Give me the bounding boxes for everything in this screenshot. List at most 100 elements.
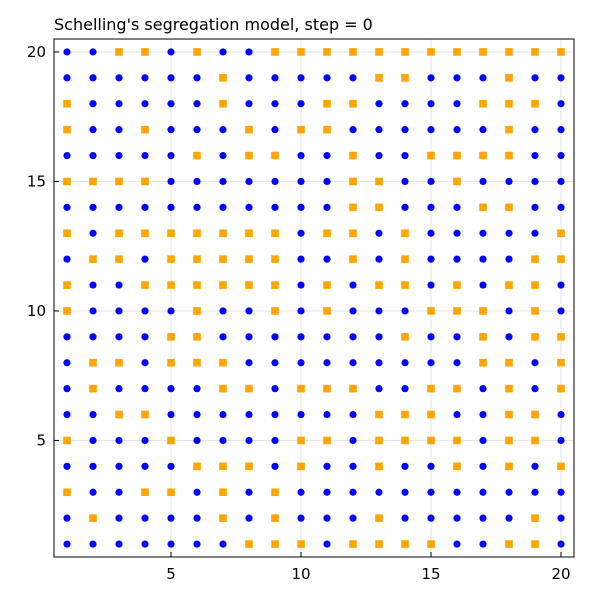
agent-group2-point xyxy=(479,358,487,367)
agent-group2-point xyxy=(219,384,227,393)
agent-group1-point xyxy=(63,514,71,522)
agent-group2-point xyxy=(245,384,253,393)
agent-group1-point xyxy=(63,48,71,56)
agent-group1-point xyxy=(427,255,435,263)
agent-group2-point xyxy=(245,229,253,238)
agent-group2-point xyxy=(89,384,97,393)
agent-group1-point xyxy=(271,126,279,134)
agent-group1-point xyxy=(63,333,71,341)
agent-group2-point xyxy=(167,436,175,445)
agent-group1-point xyxy=(63,385,71,393)
agent-group1-point xyxy=(271,333,279,341)
agent-group2-point xyxy=(297,540,305,548)
agent-group2-point xyxy=(453,384,461,393)
agent-group2-point xyxy=(375,410,383,419)
agent-group1-point xyxy=(453,126,461,134)
agent-group2-point xyxy=(63,488,71,497)
agent-group1-point xyxy=(271,410,279,419)
agent-group1-point xyxy=(115,307,123,315)
agent-group2-point xyxy=(557,384,565,393)
agent-group2-point xyxy=(167,229,175,238)
agent-group2-point xyxy=(271,307,279,315)
agent-group1-point xyxy=(219,203,227,211)
agent-group2-point xyxy=(219,99,227,108)
agent-group1-point xyxy=(141,514,149,522)
agent-group2-point xyxy=(141,229,149,238)
agent-group2-point xyxy=(193,358,201,367)
agent-group2-point xyxy=(531,333,539,341)
agent-group1-point xyxy=(401,359,409,367)
agent-group2-point xyxy=(141,488,149,497)
agent-group1-point xyxy=(193,540,201,548)
agent-group2-point xyxy=(427,436,435,445)
agent-group1-point xyxy=(349,333,357,341)
agent-group2-point xyxy=(271,488,279,497)
agent-group1-point xyxy=(531,74,539,82)
agent-group2-point xyxy=(245,281,253,289)
agent-group2-point xyxy=(531,436,539,445)
agent-group1-point xyxy=(141,307,149,315)
agent-group1-point xyxy=(89,333,97,341)
agent-group1-point xyxy=(245,177,253,186)
agent-group2-point xyxy=(271,229,279,238)
agent-group1-point xyxy=(427,462,435,470)
agent-group2-point xyxy=(167,488,175,497)
agent-group2-point xyxy=(557,333,565,341)
agent-group2-point xyxy=(245,125,253,134)
agent-group2-point xyxy=(89,255,97,263)
agent-group1-point xyxy=(115,385,123,393)
agent-group1-point xyxy=(453,203,461,211)
agent-group2-point xyxy=(557,229,565,238)
agent-group1-point xyxy=(141,203,149,211)
agent-group1-point xyxy=(63,255,71,263)
agent-group2-point xyxy=(219,255,227,263)
agent-group1-point xyxy=(479,410,487,419)
agent-group1-point xyxy=(167,100,175,108)
agent-group1-point xyxy=(531,126,539,134)
agent-group1-point xyxy=(557,151,565,160)
agent-group1-point xyxy=(141,385,149,393)
agent-group1-point xyxy=(349,126,357,134)
agent-group1-point xyxy=(271,100,279,108)
agent-group1-point xyxy=(453,488,461,496)
agent-group1-point xyxy=(479,385,487,393)
agent-group2-point xyxy=(323,436,331,445)
agent-group2-point xyxy=(193,307,201,315)
agent-group1-point xyxy=(557,100,565,108)
agent-group2-point xyxy=(401,255,409,263)
agent-group1-point xyxy=(297,410,305,419)
agent-group1-point xyxy=(167,385,175,393)
agent-group1-point xyxy=(427,177,435,186)
agent-group2-point xyxy=(271,151,279,160)
agent-group2-point xyxy=(531,410,539,419)
agent-group2-point xyxy=(115,177,123,186)
agent-group1-point xyxy=(115,462,123,470)
agent-group1-point xyxy=(531,462,539,470)
agent-group2-point xyxy=(219,462,227,471)
agent-group1-point xyxy=(271,462,279,470)
agent-group1-point xyxy=(401,100,409,108)
agent-group1-point xyxy=(193,100,201,108)
grid xyxy=(54,39,574,557)
agent-group2-point xyxy=(297,125,305,134)
agent-group1-point xyxy=(323,333,331,341)
agent-group1-point xyxy=(323,203,331,211)
agent-group1-point xyxy=(245,100,253,108)
agent-group2-point xyxy=(193,281,201,289)
agent-group1-point xyxy=(219,333,227,341)
agent-group2-point xyxy=(297,384,305,393)
agent-group2-point xyxy=(323,307,331,315)
agent-group1-point xyxy=(557,307,565,315)
agent-group1-point xyxy=(427,74,435,82)
agent-group1-point xyxy=(297,229,305,237)
agent-group2-point xyxy=(557,462,565,471)
agent-group1-point xyxy=(323,410,331,419)
agent-group1-point xyxy=(141,255,149,263)
agent-group1-point xyxy=(115,126,123,134)
agent-group1-point xyxy=(141,540,149,548)
agent-group1-point xyxy=(271,436,279,445)
agent-group1-point xyxy=(479,177,487,186)
agent-group2-point xyxy=(349,99,357,108)
agent-group1-point xyxy=(63,151,71,160)
x-tick-label: 10 xyxy=(291,565,310,583)
